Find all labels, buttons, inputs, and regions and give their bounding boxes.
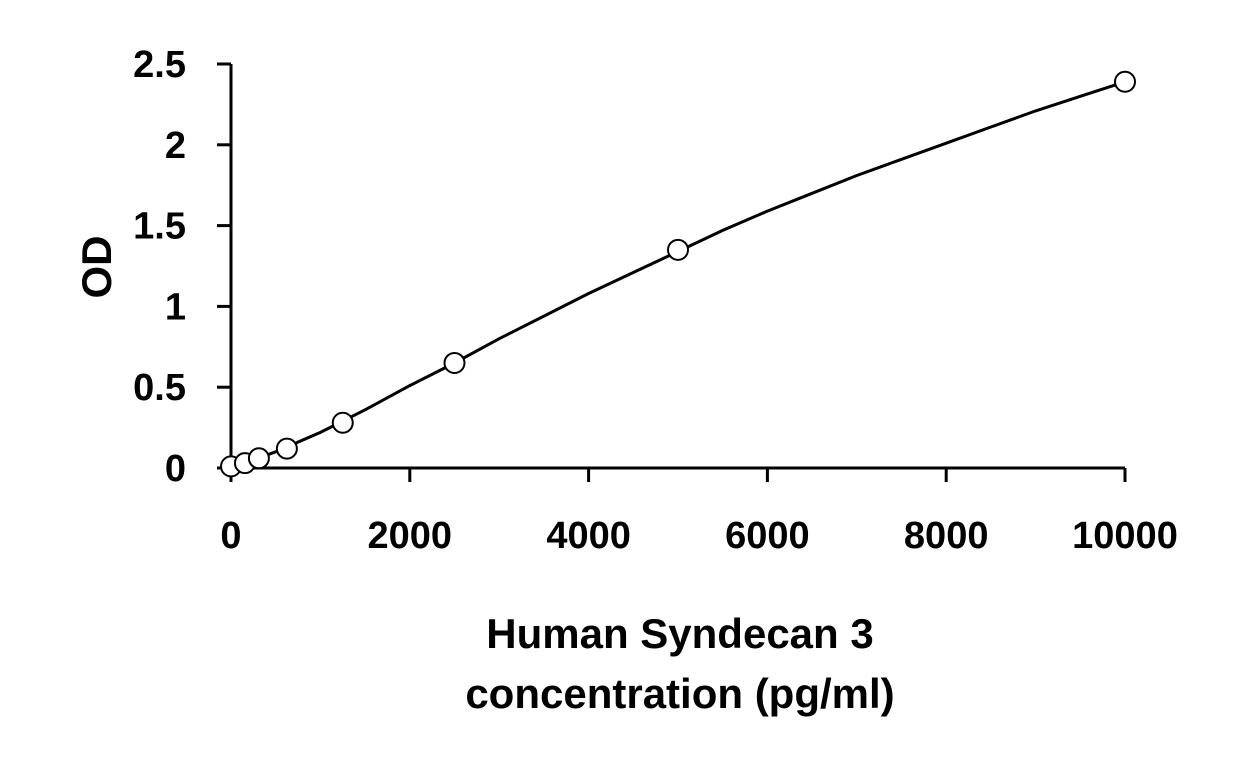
x-tick-label: 6000: [725, 515, 810, 557]
x-tick-label: 10000: [1072, 515, 1178, 557]
y-tick-label: 1.5: [133, 206, 186, 248]
y-tick-label: 1: [165, 286, 186, 328]
data-points: [220, 70, 1136, 478]
y-ticks: 0 0.5 1 1.5 2 2.5: [133, 44, 231, 490]
data-point-marker: [275, 437, 298, 460]
y-tick-label: 0.5: [133, 367, 186, 409]
data-point-marker: [247, 447, 270, 470]
x-axis-title-line-2: concentration (pg/ml): [465, 670, 894, 717]
x-axis-title-line-1: Human Syndecan 3: [486, 610, 873, 657]
fit-curve-line: [230, 80, 1126, 470]
y-tick-label: 2: [165, 125, 186, 167]
x-tick-label: 0: [220, 515, 241, 557]
data-point-marker: [331, 411, 354, 434]
x-ticks: 0 2000 4000 6000 8000 10000: [220, 468, 1178, 557]
axes: [229, 64, 1125, 470]
x-tick-label: 4000: [546, 515, 631, 557]
data-point-marker: [1114, 70, 1136, 93]
data-point-marker: [443, 351, 466, 374]
y-tick-label: 2.5: [133, 44, 186, 86]
y-axis-title: OD: [73, 236, 120, 299]
y-tick-label: 0: [165, 448, 186, 490]
x-tick-label: 2000: [368, 515, 453, 557]
fit-curve-layer: [230, 80, 1126, 470]
x-tick-label: 8000: [904, 515, 989, 557]
data-point-marker: [667, 238, 689, 261]
